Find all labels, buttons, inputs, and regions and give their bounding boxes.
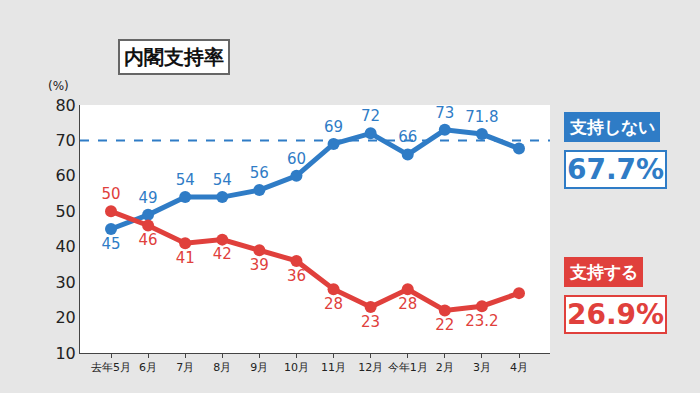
svg-text:60: 60 <box>287 150 306 168</box>
svg-text:6月: 6月 <box>139 361 157 374</box>
svg-text:11月: 11月 <box>321 361 346 374</box>
svg-text:50: 50 <box>101 185 120 203</box>
svg-text:(%): (%) <box>48 79 69 93</box>
svg-text:73: 73 <box>435 104 454 122</box>
svg-text:66: 66 <box>398 128 417 146</box>
svg-text:72: 72 <box>361 107 380 125</box>
svg-text:26.9%: 26.9% <box>567 298 664 331</box>
svg-text:8月: 8月 <box>213 361 231 374</box>
svg-text:36: 36 <box>287 267 306 285</box>
svg-text:10: 10 <box>55 344 75 363</box>
svg-text:69: 69 <box>324 118 343 136</box>
svg-text:80: 80 <box>55 96 75 115</box>
svg-text:23.2: 23.2 <box>465 312 498 330</box>
svg-text:49: 49 <box>139 189 158 207</box>
svg-text:70: 70 <box>55 131 75 150</box>
svg-text:45: 45 <box>101 235 120 253</box>
svg-text:39: 39 <box>250 256 269 274</box>
svg-text:去年5月: 去年5月 <box>91 361 131 374</box>
svg-text:2月: 2月 <box>436 361 454 374</box>
svg-text:4月: 4月 <box>510 361 528 374</box>
svg-text:60: 60 <box>55 166 75 185</box>
svg-text:46: 46 <box>139 231 158 249</box>
svg-text:54: 54 <box>176 171 195 189</box>
svg-text:22: 22 <box>435 316 454 334</box>
svg-text:3月: 3月 <box>473 361 491 374</box>
svg-text:9月: 9月 <box>250 361 268 374</box>
svg-text:12月: 12月 <box>358 361 383 374</box>
svg-text:41: 41 <box>176 249 195 267</box>
svg-text:今年1月: 今年1月 <box>388 361 428 374</box>
svg-text:67.7%: 67.7% <box>567 153 664 186</box>
svg-text:30: 30 <box>55 273 75 292</box>
svg-text:40: 40 <box>55 237 75 256</box>
svg-text:10月: 10月 <box>284 361 309 374</box>
svg-text:支持しない: 支持しない <box>569 117 655 137</box>
svg-text:54: 54 <box>213 171 232 189</box>
svg-text:42: 42 <box>213 245 232 263</box>
svg-text:56: 56 <box>250 164 269 182</box>
svg-text:7月: 7月 <box>176 361 194 374</box>
svg-text:20: 20 <box>55 308 75 327</box>
svg-text:内閣支持率: 内閣支持率 <box>124 45 224 69</box>
svg-text:28: 28 <box>398 295 417 313</box>
svg-text:71.8: 71.8 <box>465 108 498 126</box>
svg-text:50: 50 <box>55 202 75 221</box>
svg-text:23: 23 <box>361 313 380 331</box>
svg-text:支持する: 支持する <box>569 262 638 282</box>
svg-text:28: 28 <box>324 295 343 313</box>
